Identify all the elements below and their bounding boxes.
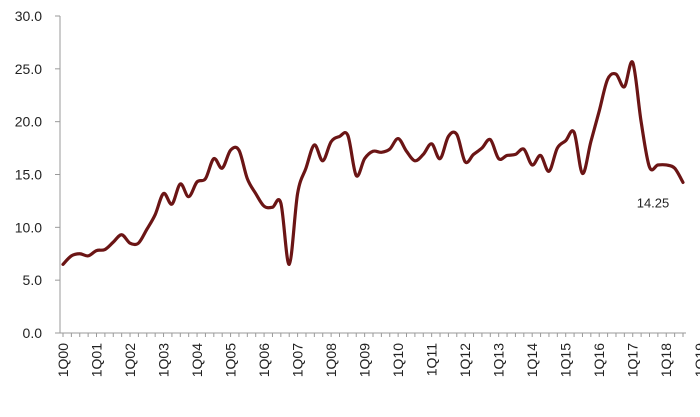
x-tick-label: 1Q04: [189, 343, 205, 377]
y-tick-label: 10.0: [15, 219, 42, 235]
y-tick-label: 30.0: [15, 8, 42, 24]
x-tick-label: 1Q10: [390, 343, 406, 377]
x-tick-label: 1Q06: [256, 343, 272, 377]
x-tick-label: 1Q15: [558, 343, 574, 377]
x-tick-label: 1Q16: [591, 343, 607, 377]
x-tick-label: 1Q18: [658, 343, 674, 377]
x-tick-label: 1Q17: [625, 343, 641, 377]
x-tick-label: 1Q12: [457, 343, 473, 377]
x-tick-label: 1Q13: [491, 343, 507, 377]
y-tick-label: 20.0: [15, 114, 42, 130]
x-tick-label: 1Q01: [89, 343, 105, 377]
x-tick-label: 1Q05: [223, 343, 239, 377]
x-tick-label: 1Q02: [122, 343, 138, 377]
x-tick-label: 1Q11: [424, 343, 440, 376]
y-tick-label: 5.0: [23, 272, 43, 288]
x-tick-label: 1Q19: [692, 343, 700, 377]
series-line: [61, 60, 685, 266]
x-tick-label: 1Q08: [323, 343, 339, 377]
x-tick-label: 1Q09: [357, 343, 373, 377]
y-tick-label: 0.0: [23, 325, 43, 341]
x-tick-label: 1Q14: [524, 343, 540, 377]
end-value-label: 14.25: [637, 195, 670, 210]
x-tick-label: 1Q07: [290, 343, 306, 377]
x-axis-ticks: 1Q00 1Q01 1Q02 1Q03 1Q04 1Q05 1Q06 1Q07 1Q08 1Q09…: [55, 333, 700, 377]
y-axis-ticks: 0.0 5.0 10.0 15.0 20.0 25.0 30.0: [15, 8, 60, 341]
y-tick-label: 15.0: [15, 167, 42, 183]
y-tick-label: 25.0: [15, 61, 42, 77]
x-tick-label: 1Q00: [55, 343, 71, 377]
x-tick-label: 1Q03: [156, 343, 172, 377]
